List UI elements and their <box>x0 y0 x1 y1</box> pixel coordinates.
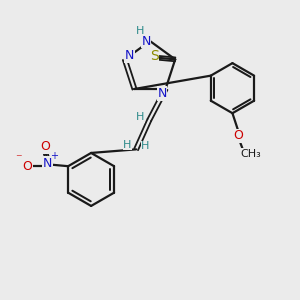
Text: H: H <box>136 26 144 36</box>
Text: N: N <box>43 157 52 170</box>
Text: CH₃: CH₃ <box>241 148 261 158</box>
Text: H: H <box>123 140 131 150</box>
Text: +: + <box>50 152 58 161</box>
Text: O: O <box>233 129 243 142</box>
Text: ⁻: ⁻ <box>15 152 22 165</box>
Text: H: H <box>136 112 144 122</box>
Text: N: N <box>158 87 167 100</box>
Text: O: O <box>22 160 32 173</box>
Text: N: N <box>142 34 151 48</box>
Text: H: H <box>141 141 150 152</box>
Text: O: O <box>40 140 50 153</box>
Text: S: S <box>150 50 158 63</box>
Text: N: N <box>124 49 134 62</box>
